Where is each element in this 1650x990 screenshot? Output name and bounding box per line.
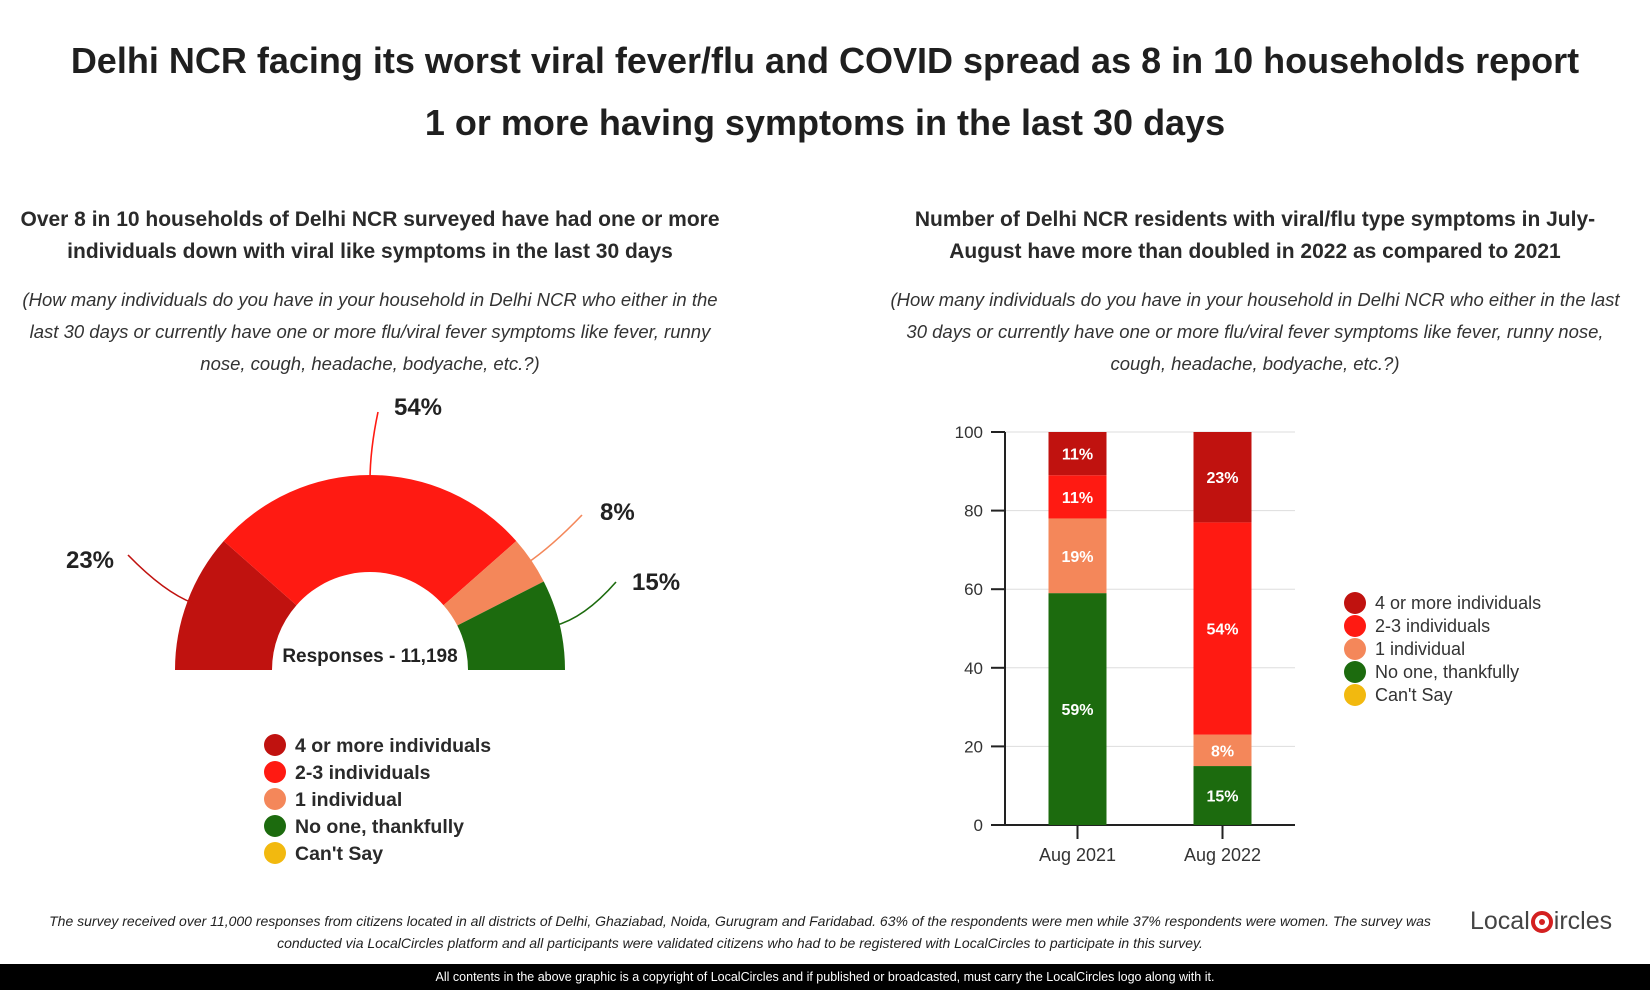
x-tick-label: Aug 2021 xyxy=(1039,845,1116,865)
bar-data-label: 11% xyxy=(1062,490,1093,507)
location-pin-icon xyxy=(1530,910,1553,933)
slice-label: 23% xyxy=(66,547,114,574)
bar-chart-subtitle: Number of Delhi NCR residents with viral… xyxy=(914,208,1596,263)
legend-marker xyxy=(1344,684,1366,706)
leader-line xyxy=(369,411,379,482)
legend-marker xyxy=(264,842,286,864)
legend-marker xyxy=(264,815,286,837)
localcircles-logo: Local ircles xyxy=(1470,907,1612,936)
leader-line xyxy=(553,581,617,627)
page-title: Delhi NCR facing its worst viral fever/f… xyxy=(70,40,1580,143)
legend-label: 2-3 individuals xyxy=(1375,616,1490,636)
legend-marker xyxy=(264,761,286,783)
leader-line xyxy=(127,554,194,604)
donut-slice xyxy=(175,541,297,670)
survey-footnote: The survey received over 11,000 response… xyxy=(49,913,1431,951)
donut-slice xyxy=(443,541,544,626)
legend-label: Can't Say xyxy=(295,843,383,865)
y-tick-label: 60 xyxy=(964,580,983,599)
bar-segment xyxy=(1048,593,1107,825)
legend-marker xyxy=(1344,615,1366,637)
legend-label: No one, thankfully xyxy=(1375,662,1519,682)
donut-slice xyxy=(223,475,517,606)
bar-segment xyxy=(1193,734,1252,767)
donut-chart-subtitle: Over 8 in 10 households of Delhi NCR sur… xyxy=(20,208,720,263)
stacked-bar-chart: 0 20 40 60 80 100 59% 19% 11% 11% Aug 2021 15% 8% 54%… xyxy=(955,423,1541,865)
copyright-bar: All contents in the above graphic is a c… xyxy=(0,964,1650,990)
y-tick-label: 100 xyxy=(955,423,983,442)
bar-data-label: 54% xyxy=(1206,622,1238,639)
legend-label: Can't Say xyxy=(1375,685,1452,705)
bar-segment xyxy=(1048,518,1107,594)
y-tick-label: 40 xyxy=(964,659,983,678)
x-tick-label: Aug 2022 xyxy=(1184,845,1261,865)
leader-line xyxy=(525,514,583,565)
legend-label: 1 individual xyxy=(295,789,402,811)
bar-data-label: 59% xyxy=(1061,702,1093,719)
legend-marker xyxy=(1344,638,1366,660)
bar-data-label: 8% xyxy=(1211,743,1234,760)
bar-data-label: 15% xyxy=(1206,789,1238,806)
half-donut-chart: 23% 54% 8% 15% Responses - 11,198 4 or more i… xyxy=(66,394,680,865)
donut-slice xyxy=(457,581,566,670)
y-tick-label: 80 xyxy=(964,502,983,521)
responses-count-label: Responses - 11,198 xyxy=(282,646,457,667)
slice-label: 54% xyxy=(394,394,442,421)
legend-marker xyxy=(264,734,286,756)
bar-segment xyxy=(1048,432,1107,476)
bar-segment xyxy=(1193,766,1252,825)
legend-marker xyxy=(264,788,286,810)
legend-label: 4 or more individuals xyxy=(295,735,491,757)
bar-data-label: 19% xyxy=(1061,549,1093,566)
logo-text-part1: Local xyxy=(1470,907,1530,935)
bar-segment xyxy=(1193,432,1252,523)
bar-segment xyxy=(1048,475,1107,519)
logo-text-part2: ircles xyxy=(1553,907,1613,935)
donut-chart-question: (How many individuals do you have in you… xyxy=(22,289,718,374)
legend-label: 1 individual xyxy=(1375,639,1465,659)
y-tick-label: 0 xyxy=(974,816,983,835)
bar-data-label: 23% xyxy=(1206,470,1238,487)
slice-label: 15% xyxy=(632,569,680,596)
legend-label: 4 or more individuals xyxy=(1375,593,1541,613)
legend-label: No one, thankfully xyxy=(295,816,464,838)
slice-label: 8% xyxy=(600,499,635,526)
y-tick-label: 20 xyxy=(964,737,983,756)
bar-segment xyxy=(1193,522,1252,735)
bar-chart-question: (How many individuals do you have in you… xyxy=(890,289,1620,374)
legend-marker xyxy=(1344,661,1366,683)
legend-label: 2-3 individuals xyxy=(295,762,431,784)
legend-marker xyxy=(1344,592,1366,614)
bar-data-label: 11% xyxy=(1062,447,1093,464)
